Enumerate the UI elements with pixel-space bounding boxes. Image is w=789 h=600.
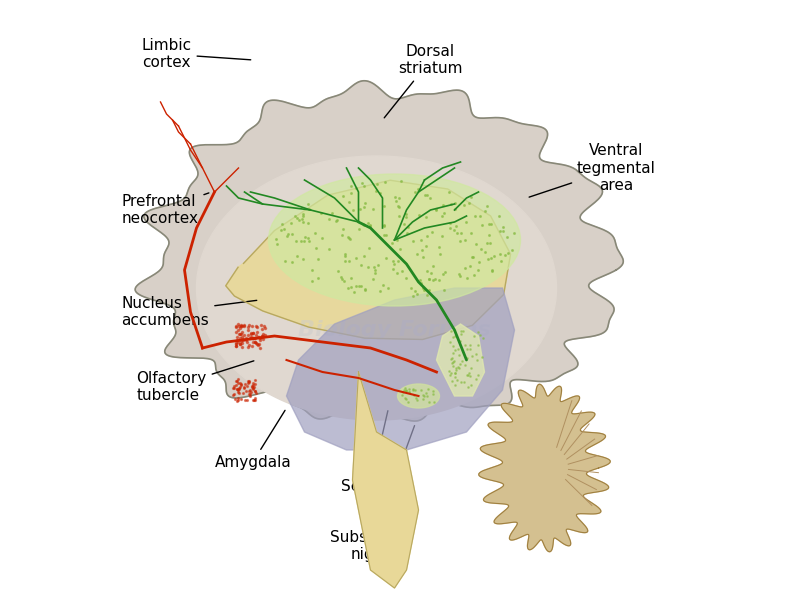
Text: Nucleus
accumbens: Nucleus accumbens xyxy=(122,296,256,328)
Polygon shape xyxy=(226,180,510,340)
Polygon shape xyxy=(135,81,623,421)
Text: Biology Forums: Biology Forums xyxy=(298,320,491,340)
Text: Amygdala: Amygdala xyxy=(215,410,291,469)
Polygon shape xyxy=(286,288,514,450)
Text: Ventral
tegmental
area: Ventral tegmental area xyxy=(529,143,656,197)
Text: Limbic
cortex: Limbic cortex xyxy=(141,38,251,70)
Polygon shape xyxy=(353,372,418,588)
Text: Dorsal
striatum: Dorsal striatum xyxy=(384,44,463,118)
Polygon shape xyxy=(479,384,610,552)
Text: Substantia
nigra: Substantia nigra xyxy=(330,425,414,562)
Polygon shape xyxy=(436,324,484,396)
Text: Olfactory
tubercle: Olfactory tubercle xyxy=(136,361,254,403)
Ellipse shape xyxy=(398,384,439,408)
Polygon shape xyxy=(196,156,556,420)
Text: Septum: Septum xyxy=(341,411,400,493)
Text: Prefrontal
neocortex: Prefrontal neocortex xyxy=(122,193,209,226)
Ellipse shape xyxy=(268,174,521,306)
